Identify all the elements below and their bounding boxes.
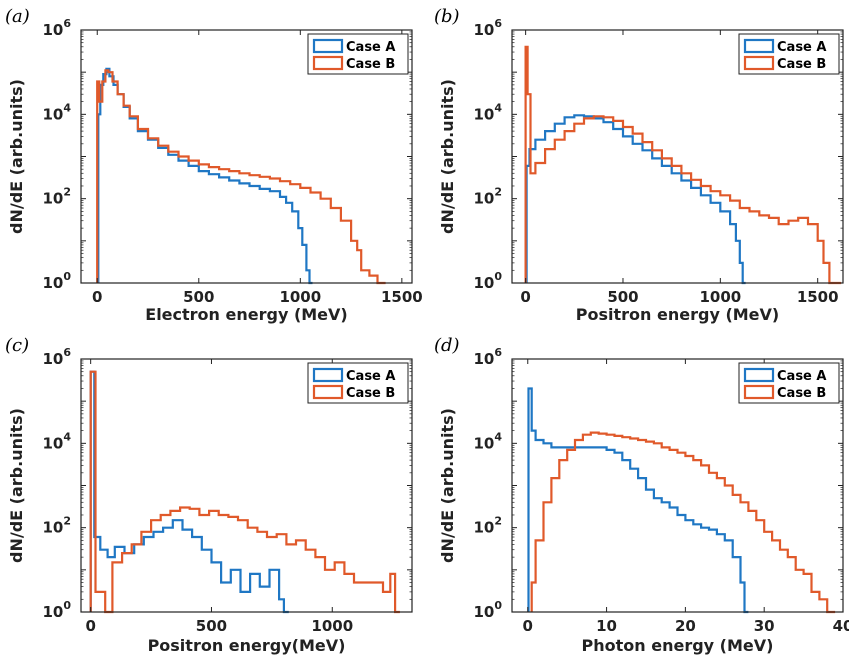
series-line-case-a xyxy=(527,387,749,614)
y-tick-label: 102 xyxy=(42,186,71,208)
panel-label: (c) xyxy=(5,335,29,356)
x-tick-label: 20 xyxy=(675,617,696,635)
y-tick-label: 106 xyxy=(42,346,71,368)
y-tick-label: 106 xyxy=(42,17,71,39)
x-tick-label: 1000 xyxy=(699,288,741,306)
y-axis-label: dN/dE (arb.units) xyxy=(438,79,457,234)
y-tick-label: 102 xyxy=(42,515,71,537)
x-tick-label: 40 xyxy=(833,617,849,635)
legend-label: Case B xyxy=(346,386,395,401)
x-tick-label: 0 xyxy=(92,288,102,306)
chart-panel-3: (c) 0 500 1000 100 102 104 106 Positron energy(M… xyxy=(5,335,413,655)
legend-label: Case A xyxy=(777,369,826,384)
y-tick-label: 100 xyxy=(42,599,71,621)
x-tick-label: 0 xyxy=(520,288,530,306)
series-line-case-b xyxy=(524,45,842,285)
panel-label: (d) xyxy=(434,335,460,356)
legend: Case A Case B xyxy=(738,362,840,404)
y-tick-label: 104 xyxy=(42,101,71,123)
y-tick-label: 104 xyxy=(473,101,502,123)
series-line-case-a xyxy=(89,370,289,614)
legend-swatch xyxy=(743,55,775,71)
series-line-case-b xyxy=(96,69,386,285)
x-tick-label: 0 xyxy=(85,617,95,635)
legend-swatch xyxy=(312,38,344,54)
y-tick-label: 104 xyxy=(42,430,71,452)
x-tick-label: 1000 xyxy=(311,617,353,635)
y-tick-label: 100 xyxy=(473,270,502,292)
legend-label: Case B xyxy=(777,57,826,72)
legend-swatch xyxy=(743,367,775,383)
legend: Case A Case B xyxy=(738,33,840,75)
x-axis-label: Photon energy (MeV) xyxy=(582,636,774,655)
x-tick-label: 1000 xyxy=(279,288,321,306)
legend-label: Case A xyxy=(777,40,826,55)
legend-label: Case B xyxy=(346,57,395,72)
legend-label: Case A xyxy=(346,369,395,384)
x-axis-label: Positron energy (MeV) xyxy=(576,305,779,324)
y-axis-label: dN/dE (arb.units) xyxy=(7,79,26,234)
legend-label: Case B xyxy=(777,386,826,401)
x-tick-label: 0 xyxy=(523,617,533,635)
legend: Case A Case B xyxy=(307,33,409,75)
chart-panel-2: (b) 0 500 1000 1500 100 102 104 106 Positron ener… xyxy=(434,6,844,324)
x-axis-label: Electron energy (MeV) xyxy=(145,305,347,324)
legend-label: Case A xyxy=(346,40,395,55)
legend-swatch xyxy=(312,367,344,383)
y-axis-label: dN/dE (arb.units) xyxy=(7,408,26,563)
x-tick-label: 500 xyxy=(183,288,214,306)
chart-panel-4: (d) 0 10 20 30 40 100 102 104 106 Photon energy (M… xyxy=(434,335,849,655)
y-tick-label: 106 xyxy=(473,17,502,39)
legend-swatch xyxy=(743,38,775,54)
legend-swatch xyxy=(312,55,344,71)
panel-label: (b) xyxy=(434,6,460,27)
legend-swatch xyxy=(743,384,775,400)
y-tick-label: 100 xyxy=(473,599,502,621)
x-tick-label: 500 xyxy=(607,288,638,306)
legend: Case A Case B xyxy=(307,362,409,404)
y-tick-label: 102 xyxy=(473,186,502,208)
x-tick-label: 30 xyxy=(754,617,775,635)
chart-panel-1: (a) 0 500 1000 1500 100 102 104 106 Electron ener… xyxy=(5,6,423,324)
series-line-case-b xyxy=(89,370,400,614)
y-tick-label: 102 xyxy=(473,515,502,537)
x-tick-label: 10 xyxy=(596,617,617,635)
x-tick-label: 500 xyxy=(196,617,227,635)
x-axis-label: Positron energy(MeV) xyxy=(148,636,346,655)
series-line-case-b xyxy=(530,431,836,614)
x-tick-label: 1500 xyxy=(797,288,839,306)
y-axis-label: dN/dE (arb.units) xyxy=(438,408,457,563)
y-tick-label: 104 xyxy=(473,430,502,452)
y-tick-label: 106 xyxy=(473,346,502,368)
series-line-case-a xyxy=(97,67,313,285)
legend-swatch xyxy=(312,384,344,400)
series-line-case-a xyxy=(525,114,746,285)
panel-label: (a) xyxy=(5,6,30,27)
y-tick-label: 100 xyxy=(42,270,71,292)
x-tick-label: 1500 xyxy=(381,288,423,306)
